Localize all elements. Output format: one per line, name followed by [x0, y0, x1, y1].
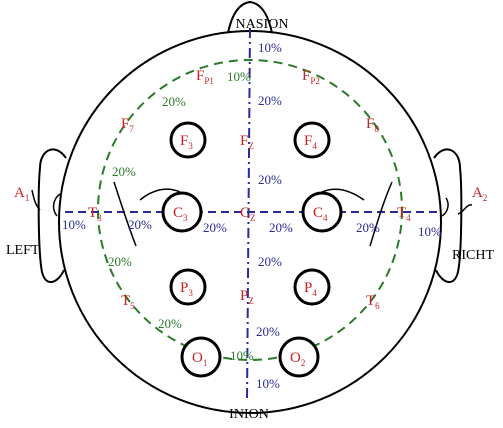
electrode-circle-o1 — [180, 336, 222, 378]
right-temporal-arc-2 — [321, 188, 365, 201]
electrode-circle-f3 — [169, 121, 207, 159]
electrode-f8-label: F8 — [366, 116, 379, 134]
electrode-a1-label: A1 — [14, 185, 29, 203]
midline-percent-3: 20% — [258, 172, 282, 187]
electrode-circle-c3 — [161, 191, 203, 233]
a1-connector — [31, 189, 41, 211]
midline-line — [246, 27, 251, 403]
electrode-circle-p3 — [169, 268, 207, 306]
coronal-percent-5: 20% — [356, 220, 380, 235]
electrode-o2-label: O2 — [290, 350, 305, 368]
left-ear-outline — [37, 148, 67, 283]
left-temporal-arc-2 — [139, 188, 181, 201]
circumference-line — [97, 59, 403, 361]
coronal-percent-3: 20% — [203, 220, 227, 235]
left-ear-inner — [52, 193, 61, 217]
electrode-a2-label: A2 — [472, 185, 487, 203]
electrode-pz-label: PZ — [240, 288, 254, 306]
circumference-percent-2: 20% — [162, 94, 186, 109]
electrode-o1-label: O1 — [192, 350, 207, 368]
coronal-percent-6: 10% — [418, 224, 442, 239]
right-temporal-arc — [369, 181, 393, 247]
nose-outline — [227, 0, 273, 34]
electrode-t6-label: T6 — [366, 293, 380, 311]
right-ear-inner — [441, 197, 449, 217]
electrode-cz-label: CZ — [240, 205, 256, 223]
inion-label: INION — [229, 407, 269, 422]
electrode-circle-c4 — [301, 191, 343, 233]
coronal-percent-2: 20% — [128, 217, 152, 232]
midline-percent-5: 20% — [256, 324, 280, 339]
circumference-percent-6: 10% — [230, 348, 254, 363]
midline-percent-2: 20% — [258, 93, 282, 108]
midline-percent-4: 20% — [258, 254, 282, 269]
electrode-t5-label: T5 — [121, 293, 135, 311]
electrode-fz-label: FZ — [240, 133, 254, 151]
electrode-fp2-label: FP2 — [302, 68, 320, 86]
electrode-f7-label: F7 — [121, 116, 134, 134]
electrode-t3-label: T3 — [88, 205, 102, 223]
left-temporal-arc — [113, 181, 137, 247]
midline-percent-1: 10% — [258, 40, 282, 55]
coronal-percent-1: 10% — [62, 217, 86, 232]
coronal-percent-4: 20% — [269, 220, 293, 235]
circumference-percent-1: 10% — [227, 69, 251, 84]
electrode-circle-p4 — [293, 268, 331, 306]
electrode-f3-label: F3 — [180, 133, 193, 151]
electrode-c4-label: C4 — [313, 205, 328, 223]
circumference-percent-5: 20% — [158, 316, 182, 331]
nasion-label: NASION — [236, 17, 289, 32]
electrode-p4-label: P4 — [304, 280, 317, 298]
circumference-percent-4: 20% — [108, 254, 132, 269]
left-label: LEFT — [6, 243, 40, 258]
electrode-circle-f4 — [293, 121, 331, 159]
electrode-p3-label: P3 — [180, 280, 193, 298]
electrode-t4-label: T4 — [397, 205, 411, 223]
right-ear-outline — [433, 148, 463, 283]
electrode-c3-label: C3 — [173, 205, 188, 223]
midline-percent-6: 10% — [256, 376, 280, 391]
right-label: RICHT — [452, 248, 494, 263]
electrode-f4-label: F4 — [304, 133, 317, 151]
electrode-fp1-label: FP1 — [196, 68, 214, 86]
circumference-percent-3: 20% — [112, 164, 136, 179]
a2-connector — [457, 204, 473, 215]
electrode-circle-o2 — [278, 336, 320, 378]
